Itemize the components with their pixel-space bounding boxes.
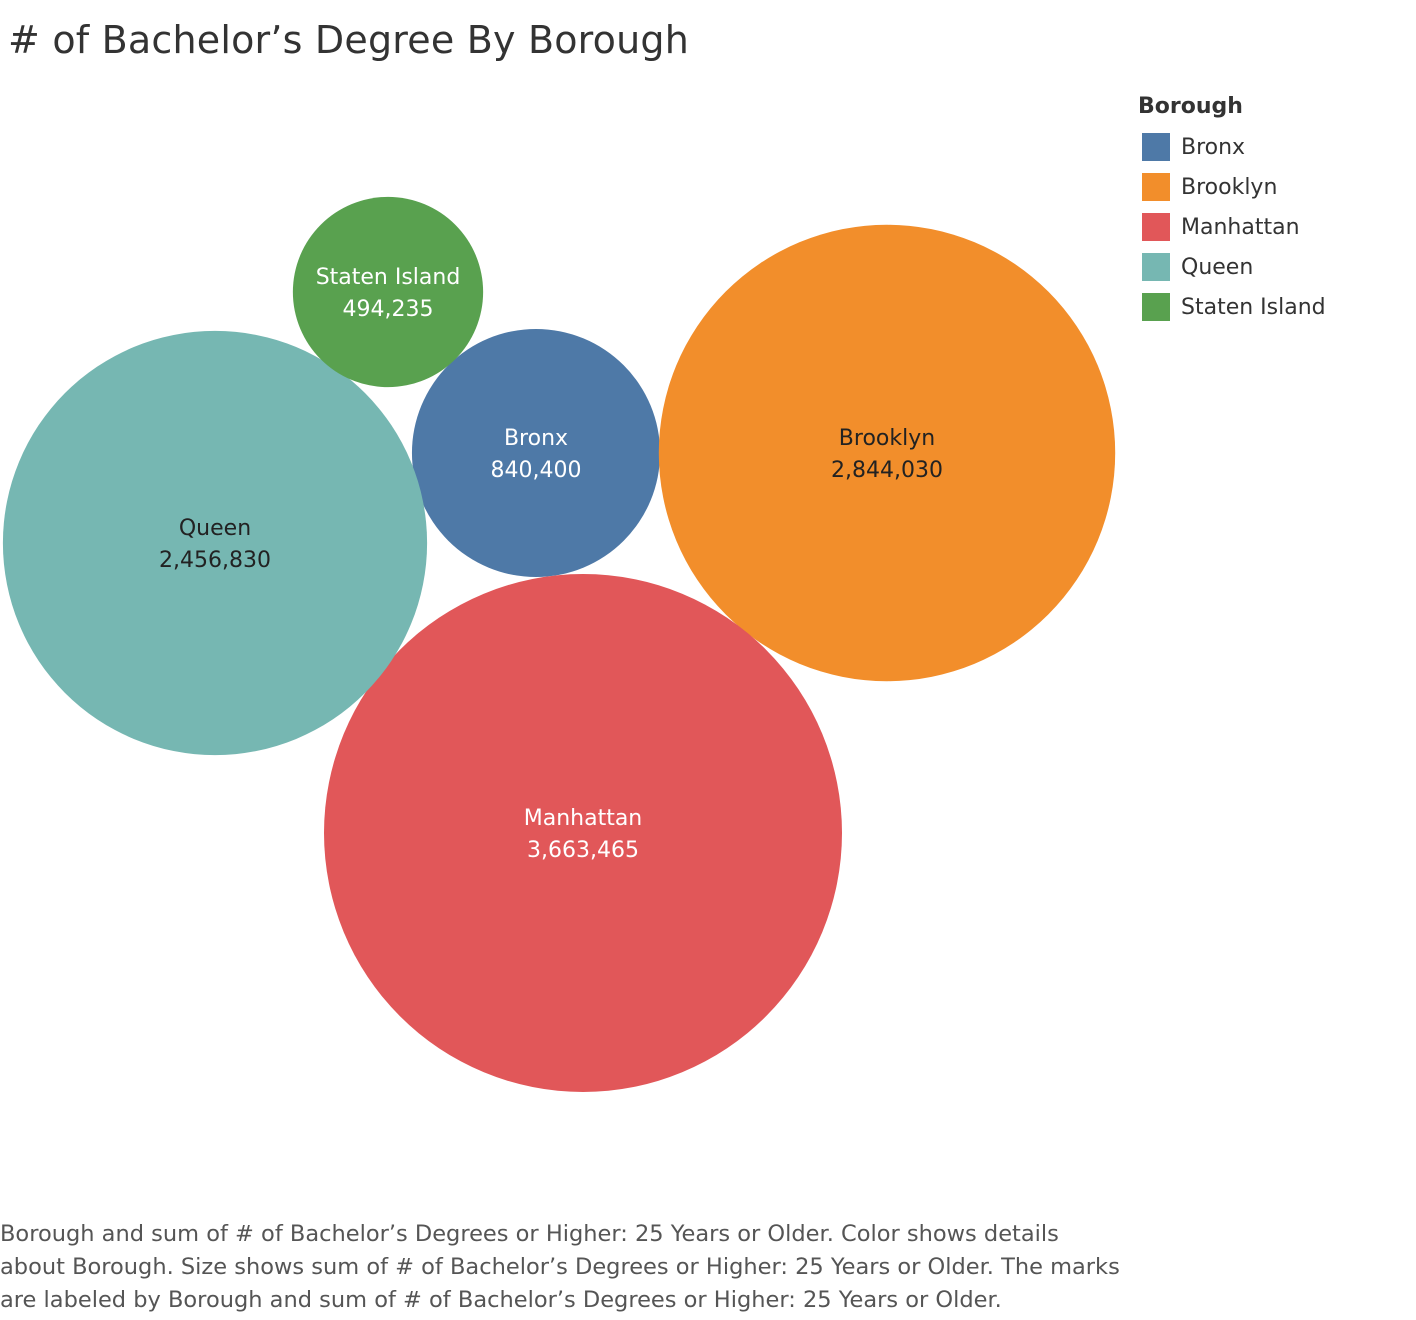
legend-item-brooklyn[interactable]: Brooklyn — [1138, 167, 1326, 207]
legend-label-brooklyn: Brooklyn — [1181, 174, 1278, 200]
legend-item-manhattan[interactable]: Manhattan — [1138, 207, 1326, 247]
bubble-value-staten-island: 494,235 — [343, 297, 434, 322]
legend-label-manhattan: Manhattan — [1181, 214, 1300, 240]
chart-title: # of Bachelor’s Degree By Borough — [8, 18, 689, 62]
bubble-value-bronx: 840,400 — [491, 458, 582, 483]
legend-swatch-queen — [1142, 253, 1170, 281]
legend-title: Borough — [1138, 94, 1243, 119]
bubble-circle-bronx[interactable] — [411, 328, 661, 578]
legend-swatch-brooklyn — [1142, 173, 1170, 201]
legend-swatch-staten-island — [1142, 293, 1170, 321]
legend-label-queen: Queen — [1181, 254, 1254, 280]
legend-swatch-bronx — [1142, 133, 1170, 161]
bubble-label-manhattan: Manhattan — [524, 806, 643, 831]
legend-item-staten-island[interactable]: Staten Island — [1138, 287, 1326, 327]
chart-caption: Borough and sum of # of Bachelor’s Degre… — [0, 1221, 1120, 1313]
bubble-label-bronx: Bronx — [504, 426, 568, 451]
bubble-circle-manhattan[interactable] — [324, 574, 842, 1092]
bubble-bronx[interactable]: Bronx 840,400 — [411, 328, 661, 578]
bubble-brooklyn[interactable]: Brooklyn 2,844,030 — [658, 224, 1116, 682]
bubble-chart: Bronx 840,400 Brooklyn 2,844,030 Manhattan 3,… — [2, 196, 1116, 1092]
bubble-label-queen: Queen — [179, 516, 251, 541]
legend-label-staten-island: Staten Island — [1181, 294, 1326, 320]
bubble-label-brooklyn: Brooklyn — [839, 426, 935, 451]
legend-item-queen[interactable]: Queen — [1138, 247, 1326, 287]
bubble-staten-island[interactable]: Staten Island 494,235 — [292, 196, 484, 388]
bubble-value-manhattan: 3,663,465 — [527, 838, 639, 863]
bubble-value-brooklyn: 2,844,030 — [831, 458, 943, 483]
bubble-queen[interactable]: Queen 2,456,830 — [2, 330, 428, 756]
bubble-manhattan[interactable]: Manhattan 3,663,465 — [324, 574, 842, 1092]
bubble-circle-queen[interactable] — [2, 330, 428, 756]
legend-swatch-manhattan — [1142, 213, 1170, 241]
bubble-label-staten-island: Staten Island — [316, 265, 461, 290]
bubble-value-queen: 2,456,830 — [159, 548, 271, 573]
legend-label-bronx: Bronx — [1181, 134, 1246, 160]
legend-items: Bronx Brooklyn Manhattan Queen Staten Island — [1138, 127, 1326, 327]
legend-item-bronx[interactable]: Bronx — [1138, 127, 1326, 167]
legend: Borough Bronx Brooklyn Manhattan Queen State… — [1138, 94, 1326, 327]
bubble-circle-staten-island[interactable] — [292, 196, 484, 388]
bubble-circle-brooklyn[interactable] — [658, 224, 1116, 682]
